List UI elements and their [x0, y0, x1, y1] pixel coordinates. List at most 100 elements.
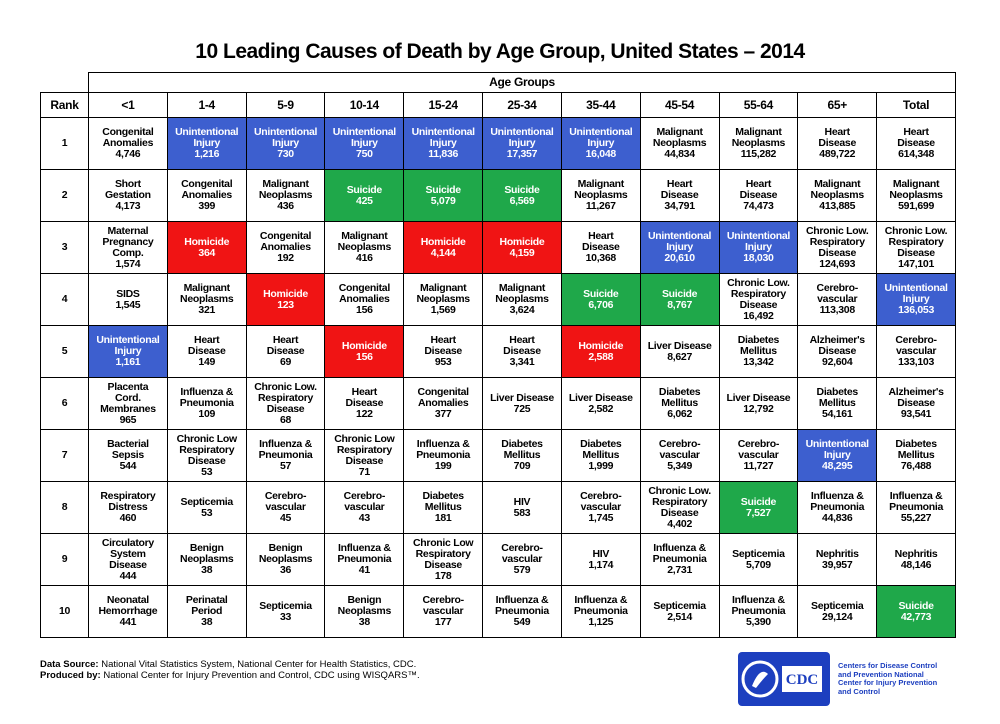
cause-cell: Neonatal Hemorrhage 441: [88, 585, 168, 638]
cause-cell: Homicide 364: [166, 221, 247, 274]
footer: Data Source: National Vital Statistics S…: [40, 659, 420, 681]
death-count: 57: [279, 460, 292, 472]
cause-name: Septicemia: [810, 599, 864, 612]
column-header: <1: [88, 92, 168, 118]
death-count: 2,588: [588, 350, 614, 363]
death-count: 29,124: [822, 610, 853, 623]
death-count: 71: [358, 465, 370, 478]
cause-cell: HIV 583: [482, 481, 562, 534]
cause-name: Alzheimer's Disease: [809, 334, 866, 357]
death-count: 4,173: [115, 200, 141, 212]
cause-cell: Nephritis 39,957: [797, 533, 878, 586]
death-count: 725: [513, 402, 531, 415]
cause-cell: Influenza & Pneumonia 55,227: [876, 481, 956, 534]
cause-cell: Septicemia 2,514: [639, 585, 720, 638]
cause-cell: Congenital Anomalies 377: [403, 377, 484, 430]
death-count: 53: [201, 506, 213, 519]
cause-cell: Chronic Low Respiratory Disease 53: [166, 429, 247, 482]
cause-cell: Diabetes Mellitus 181: [403, 481, 484, 534]
cause-name: Liver Disease: [490, 391, 554, 404]
cause-name: Suicide: [898, 599, 934, 612]
death-count: 11,267: [585, 200, 616, 212]
cause-name: Congenital Anomalies: [259, 230, 312, 253]
cause-name: Suicide: [425, 183, 462, 196]
death-count: 399: [198, 200, 216, 212]
cause-cell: SIDS 1,545: [88, 273, 168, 326]
column-header: 10-14: [324, 92, 405, 118]
cause-name: Short Gestation: [105, 178, 151, 201]
death-count: 38: [201, 616, 213, 628]
death-count: 1,125: [588, 616, 614, 628]
cause-cell: Malignant Neoplasms 11,267: [560, 169, 641, 222]
cause-name: Benign Neoplasms: [337, 594, 392, 617]
cause-cell: Influenza & Pneumonia 1,125: [560, 585, 641, 638]
cause-cell: Suicide 425: [324, 169, 405, 222]
cause-name: Malignant Neoplasms: [574, 178, 628, 201]
cause-cell: Influenza & Pneumonia 549: [482, 585, 562, 638]
rank-cell: 1: [40, 117, 89, 170]
cause-name: Unintentional Injury: [726, 230, 790, 253]
death-count: 113,308: [819, 304, 856, 316]
cause-cell: Chronic Low Respiratory Disease 71: [324, 429, 405, 482]
cause-name: Chronic Low Respiratory Disease: [334, 432, 395, 467]
group-header: Age Groups: [88, 72, 956, 93]
death-count: 156: [356, 304, 373, 316]
rank-cell: 8: [40, 481, 89, 534]
rank-cell: 5: [40, 325, 89, 378]
cause-cell: Benign Neoplasms 36: [245, 533, 326, 586]
column-header: 65+: [797, 92, 878, 118]
death-count: 10,368: [585, 252, 617, 264]
cause-name: Cerebro-vascular: [264, 490, 307, 513]
death-count: 39,957: [822, 558, 853, 571]
cause-cell: Cerebro-vascular 43: [324, 481, 405, 534]
cause-cell: Unintentional Injury 20,610: [639, 221, 720, 274]
cause-name: Congenital Anomalies: [338, 282, 391, 305]
death-count: 199: [434, 460, 452, 472]
cause-name: Heart Disease: [897, 126, 935, 149]
death-count: 76,488: [900, 460, 932, 472]
produced-label: Produced by:: [40, 670, 101, 681]
cause-cell: Chronic Low. Respiratory Disease 147,101: [876, 221, 956, 274]
death-count: 69: [279, 356, 292, 368]
cause-cell: Bacterial Sepsis 544: [88, 429, 168, 482]
cause-cell: Suicide 6,706: [560, 273, 641, 326]
cause-cell: Unintentional Injury 1,161: [88, 325, 168, 378]
cause-name: SIDS: [116, 287, 140, 300]
cause-cell: Diabetes Mellitus 76,488: [876, 429, 956, 482]
blank-header: [40, 72, 89, 93]
cause-name: Diabetes Mellitus: [580, 438, 622, 461]
death-count: 11,836: [428, 148, 459, 160]
source-text: National Vital Statistics System, Nation…: [101, 659, 417, 670]
cause-name: Unintentional Injury: [411, 126, 475, 149]
death-count: 1,569: [430, 304, 456, 316]
cause-name: Congenital Anomalies: [181, 178, 233, 201]
death-count: 53: [201, 465, 213, 478]
death-count: 1,545: [115, 298, 141, 311]
death-count: 489,722: [819, 148, 856, 160]
cause-name: Septicemia: [653, 599, 706, 612]
death-count: 38: [201, 564, 213, 576]
source-line: Data Source: National Vital Statistics S…: [40, 659, 420, 670]
cause-name: Maternal Pregnancy Comp.: [102, 224, 154, 259]
death-count: 147,101: [898, 257, 934, 270]
death-count: 44,834: [664, 148, 695, 160]
cause-cell: Cerebro-vascular 133,103: [876, 325, 956, 378]
cause-cell: Malignant Neoplasms 591,699: [876, 169, 956, 222]
cause-cell: Malignant Neoplasms 3,624: [482, 273, 562, 326]
cause-cell: Unintentional Injury 17,357: [482, 117, 562, 170]
death-count: 1,161: [115, 356, 141, 368]
cause-cell: Heart Disease 69: [245, 325, 326, 378]
cause-cell: Cerebro-vascular 45: [245, 481, 326, 534]
death-count: 1,999: [588, 460, 614, 472]
cause-name: Malignant Neoplasms: [337, 230, 392, 253]
cause-cell: Homicide 2,588: [560, 325, 641, 378]
table-row: 6 Placenta Cord. Membranes 965 Influenza & …: [40, 377, 956, 430]
cause-name: Unintentional Injury: [332, 126, 396, 149]
cause-name: Septicemia: [180, 495, 233, 508]
death-count: 5,079: [430, 194, 456, 207]
cause-cell: Unintentional Injury 16,048: [560, 117, 641, 170]
cause-name: Influenza & Pneumonia: [179, 386, 234, 409]
svg-text:CDC: CDC: [786, 672, 819, 688]
death-count: 43: [358, 512, 370, 524]
cause-cell: Heart Disease 953: [403, 325, 484, 378]
